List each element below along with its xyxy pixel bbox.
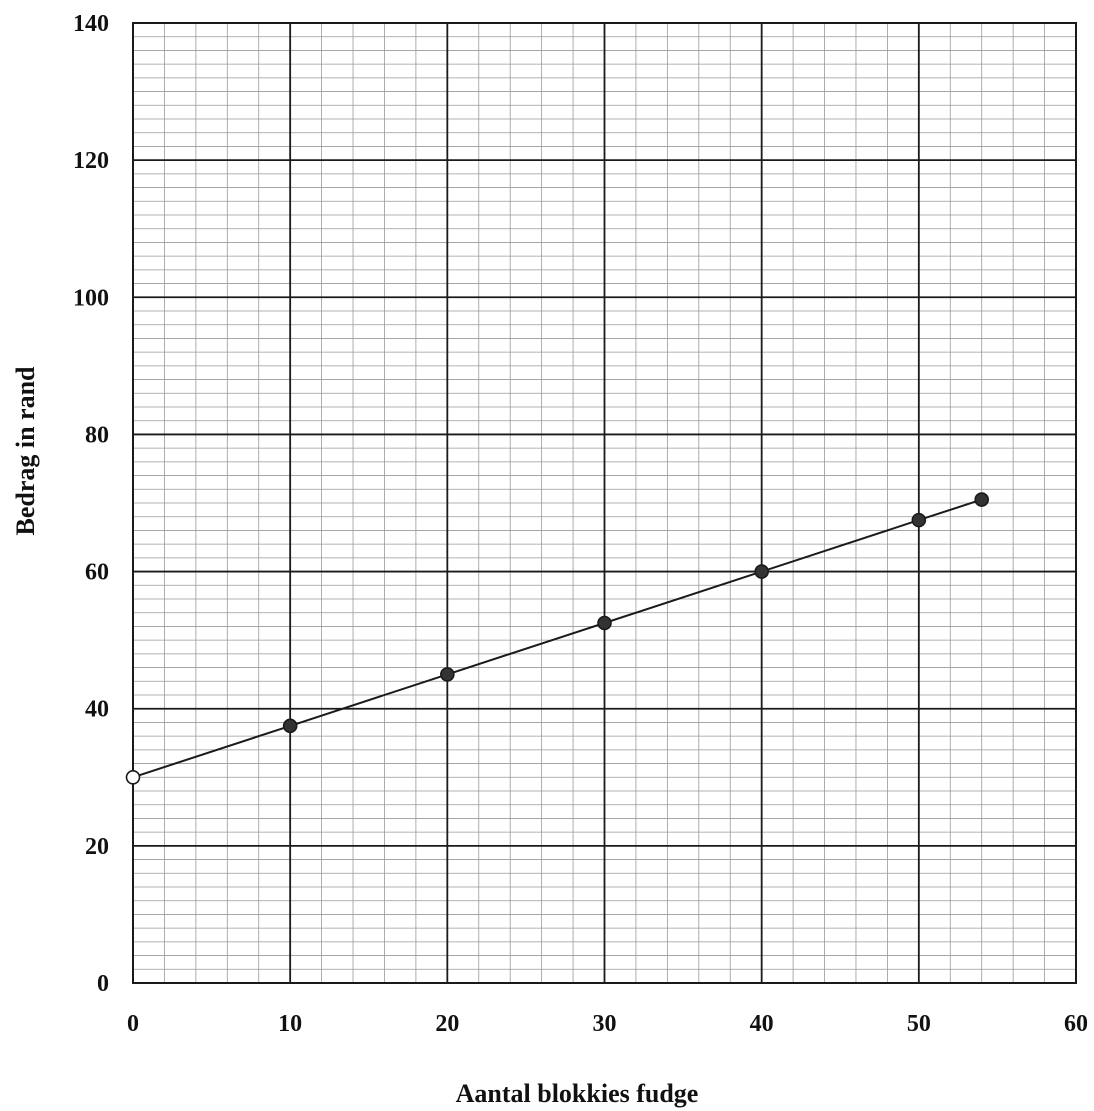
y-tick-label: 40 <box>85 697 109 723</box>
x-tick-label: 30 <box>593 1011 617 1037</box>
y-tick-label: 80 <box>85 422 109 448</box>
y-tick-label: 100 <box>73 285 109 311</box>
data-point <box>597 615 612 631</box>
y-tick-label: 0 <box>97 971 109 997</box>
x-tick-labels: 0 10 20 30 40 50 60 <box>127 1011 1088 1037</box>
data-point <box>282 718 298 734</box>
y-tick-label: 140 <box>73 11 109 37</box>
y-tick-label: 60 <box>85 560 109 586</box>
data-point <box>754 564 769 579</box>
y-tick-label: 20 <box>85 834 109 860</box>
data-point <box>974 492 990 507</box>
open-data-point <box>125 769 141 785</box>
x-tick-label: 0 <box>127 1011 139 1037</box>
plot-frame <box>132 22 1077 984</box>
data-point <box>440 667 455 682</box>
x-tick-label: 60 <box>1064 1011 1088 1037</box>
data-point <box>911 512 927 528</box>
x-tick-label: 20 <box>435 1011 459 1037</box>
series-points <box>125 492 990 785</box>
x-tick-label: 40 <box>750 1011 774 1037</box>
x-axis-title: Aantal blokkies fudge <box>456 1079 699 1108</box>
y-tick-label: 120 <box>73 148 109 174</box>
x-tick-label: 50 <box>907 1011 931 1037</box>
y-axis-title: Bedrag in rand <box>11 366 40 536</box>
x-tick-label: 10 <box>278 1011 302 1037</box>
y-tick-labels: 0 20 40 60 80 100 120 140 <box>73 11 109 997</box>
series-line <box>132 498 983 779</box>
